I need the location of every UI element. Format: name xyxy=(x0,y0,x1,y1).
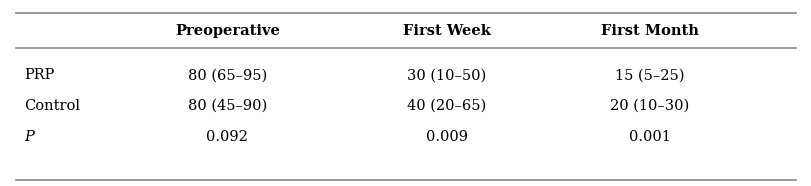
Text: Preoperative: Preoperative xyxy=(174,24,280,38)
Text: 20 (10–30): 20 (10–30) xyxy=(609,99,689,113)
Text: Control: Control xyxy=(24,99,80,113)
Text: 15 (5–25): 15 (5–25) xyxy=(614,68,684,82)
Text: 40 (20–65): 40 (20–65) xyxy=(406,99,486,113)
Text: P: P xyxy=(24,130,34,144)
Text: PRP: PRP xyxy=(24,68,54,82)
Text: 0.001: 0.001 xyxy=(628,130,670,144)
Text: 0.009: 0.009 xyxy=(425,130,467,144)
Text: 80 (45–90): 80 (45–90) xyxy=(187,99,267,113)
Text: First Week: First Week xyxy=(402,24,490,38)
Text: 80 (65–95): 80 (65–95) xyxy=(187,68,267,82)
Text: 0.092: 0.092 xyxy=(206,130,248,144)
Text: 30 (10–50): 30 (10–50) xyxy=(406,68,486,82)
Text: First Month: First Month xyxy=(600,24,697,38)
